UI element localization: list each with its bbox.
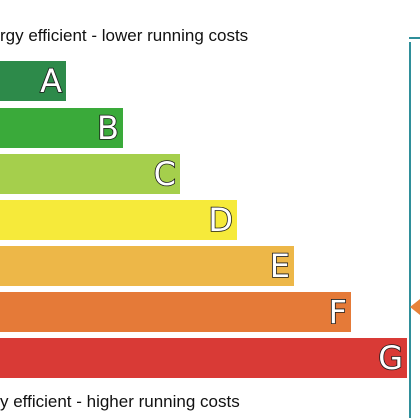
band-a: A [0, 61, 66, 101]
band-f-letter: F [328, 293, 348, 331]
band-c-letter: C [153, 155, 177, 193]
band-g: G [0, 338, 407, 378]
band-f: F [0, 292, 351, 332]
band-a-letter: A [39, 62, 62, 100]
inefficient-caption: y efficient - higher running costs [0, 392, 240, 411]
band-b-letter: B [96, 109, 120, 147]
band-c: C [0, 154, 180, 194]
band-d-letter: D [208, 201, 234, 239]
band-d: D [0, 200, 237, 240]
band-g-letter: G [377, 339, 403, 377]
band-e-letter: E [269, 247, 291, 285]
rating-panel-border [409, 42, 411, 418]
efficient-caption: rgy efficient - lower running costs [0, 26, 249, 45]
rating-arrow-icon [410, 299, 420, 315]
rating-panel-top-border [409, 37, 420, 39]
band-e: E [0, 246, 294, 286]
band-b: B [0, 108, 123, 148]
